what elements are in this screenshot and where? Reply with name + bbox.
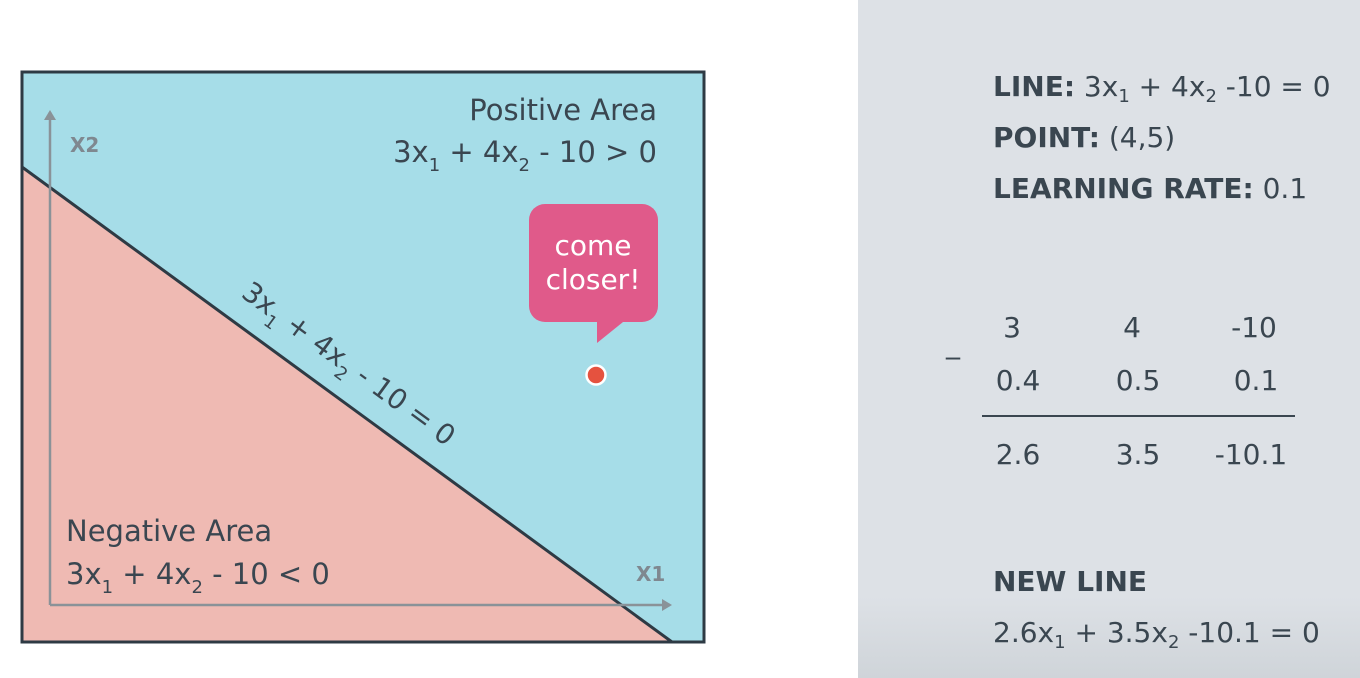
negative-area-equation: 3x1 + 4x2 - 10 < 0 [66, 557, 330, 598]
perceptron-diagram: X2 X1 Positive Area 3x1 + 4x2 - 10 > 0 N… [20, 70, 706, 644]
new-line-equation: 2.6x1 + 3.5x2 -10.1 = 0 [993, 616, 1320, 653]
positive-area-title: Positive Area [469, 93, 657, 127]
result-col1: 2.6 [995, 438, 1041, 471]
row1-col3: -10 [1231, 311, 1277, 344]
y-axis-label: X2 [70, 133, 99, 157]
new-line-label: NEW LINE [993, 565, 1148, 598]
plot-frame [20, 70, 706, 644]
negative-area-title: Negative Area [66, 514, 272, 548]
calculation-panel [858, 0, 1360, 678]
minus-operator: _ [946, 327, 960, 360]
result-col3: -10.1 [1214, 438, 1288, 471]
result-col2: 3.5 [1115, 438, 1161, 471]
x-axis-label: X1 [636, 562, 665, 586]
boundary-line [21, 165, 673, 644]
point-value: (4,5) [1099, 121, 1176, 154]
diagram-pane: X2 X1 Positive Area 3x1 + 4x2 - 10 > 0 N… [20, 70, 706, 644]
row2-col1: 0.4 [995, 364, 1041, 397]
learning-rate-info: LEARNING RATE: 0.1 [993, 172, 1307, 205]
row2-col2: 0.5 [1115, 364, 1161, 397]
row1-col2: 4 [1123, 311, 1141, 344]
positive-area-equation: 3x1 + 4x2 - 10 > 0 [393, 135, 657, 176]
learning-rate-value: 0.1 [1253, 172, 1308, 205]
row2-col3: 0.1 [1233, 364, 1279, 397]
point-info: POINT: (4,5) [993, 121, 1175, 154]
sum-divider [982, 415, 1295, 417]
learning-rate-label: LEARNING RATE: [993, 172, 1254, 205]
row1-col1: 3 [1003, 311, 1021, 344]
line-info: LINE: 3x1 + 4x2 -10 = 0 [993, 70, 1331, 107]
point-label: POINT: [993, 121, 1100, 154]
line-label: LINE: [993, 70, 1076, 103]
bubble-text-line2: closer! [546, 263, 641, 296]
speech-bubble: come closer! [529, 204, 658, 343]
data-point [585, 364, 607, 386]
bubble-text-line1: come [554, 229, 631, 262]
